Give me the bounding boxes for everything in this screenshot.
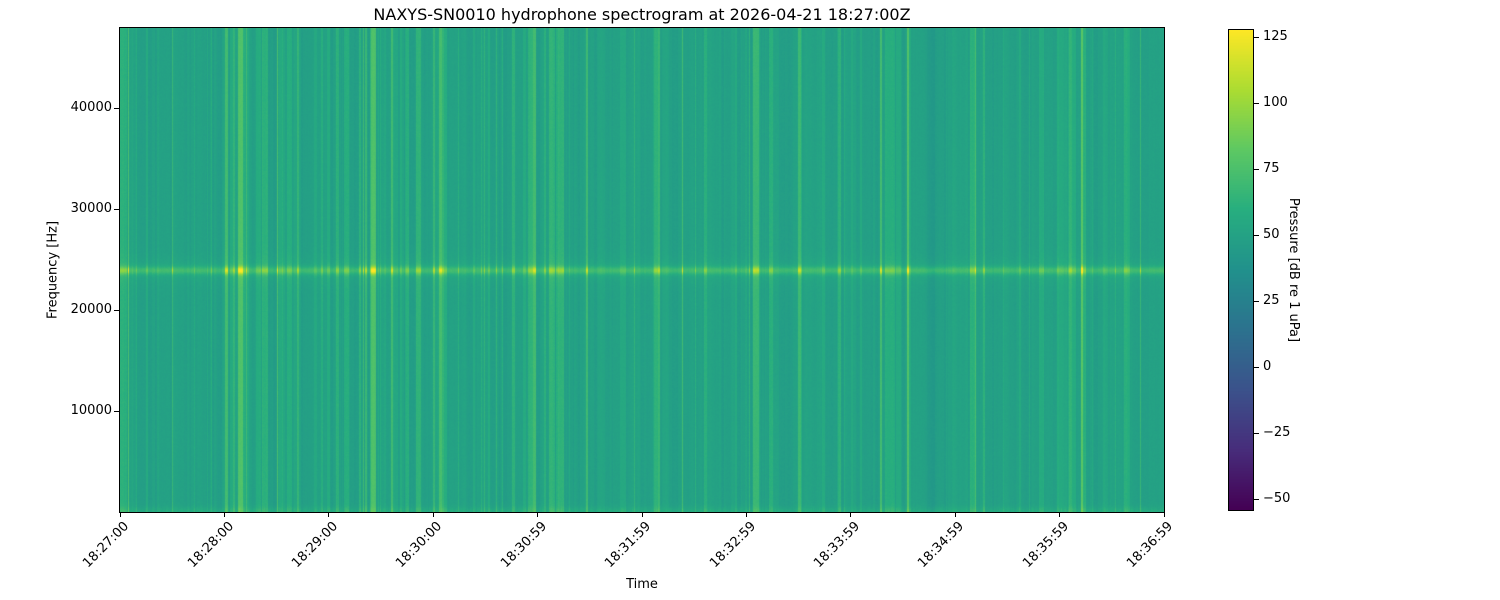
x-tick-mark: [537, 512, 539, 517]
x-tick-label: 18:30:59: [497, 519, 550, 571]
y-tick-mark: [114, 309, 119, 311]
y-tick-mark: [114, 410, 119, 412]
x-axis-label: Time: [626, 577, 658, 592]
colorbar-tick-label: 125: [1263, 29, 1288, 45]
y-tick-mark: [114, 209, 119, 210]
colorbar-label: Pressure [dB re 1 uPa]: [1286, 197, 1301, 343]
colorbar-tick-label: 25: [1263, 293, 1280, 309]
x-tick-mark: [641, 512, 643, 517]
x-tick-mark: [119, 512, 121, 517]
colorbar-tick-mark: [1254, 235, 1259, 237]
x-tick-mark: [1059, 512, 1061, 517]
x-tick-label: 18:31:59: [602, 519, 655, 571]
colorbar-tick-label: −50: [1263, 490, 1291, 506]
x-tick-label: 18:35:59: [1019, 519, 1072, 571]
x-tick-mark: [954, 512, 956, 517]
x-tick-mark: [223, 512, 225, 517]
x-tick-mark: [1163, 512, 1165, 517]
colorbar-tick-mark: [1254, 498, 1259, 500]
colorbar-tick-label: −25: [1263, 425, 1291, 441]
colorbar-tick-mark: [1254, 169, 1259, 171]
colorbar-gradient-canvas: [1229, 30, 1253, 510]
colorbar-tick-label: 100: [1263, 95, 1288, 111]
x-tick-label: 18:33:59: [811, 519, 863, 571]
chart-title: NAXYS-SN0010 hydrophone spectrogram at 2…: [373, 5, 911, 24]
colorbar-tick-label: 75: [1263, 161, 1280, 177]
colorbar-tick-label: 0: [1263, 359, 1272, 375]
y-tick-mark: [114, 108, 119, 110]
colorbar-tick-mark: [1254, 433, 1259, 435]
x-tick-label: 18:34:59: [915, 519, 968, 571]
x-tick-label: 18:32:59: [706, 519, 759, 571]
x-tick-label: 18:30:00: [393, 519, 446, 571]
x-tick-label: 18:28:00: [184, 519, 237, 571]
spectrogram-canvas: [120, 28, 1164, 512]
x-tick-label: 18:27:00: [80, 519, 133, 571]
x-tick-mark: [432, 512, 434, 517]
y-tick-label: 40000: [70, 100, 112, 116]
x-tick-mark: [328, 512, 330, 517]
x-tick-label: 18:36:59: [1124, 519, 1177, 571]
x-tick-mark: [745, 512, 747, 517]
x-tick-label: 18:29:00: [289, 519, 341, 571]
plot-area: [119, 27, 1165, 513]
colorbar: [1228, 29, 1254, 511]
x-tick-mark: [850, 512, 852, 517]
colorbar-tick-mark: [1254, 301, 1259, 303]
colorbar-tick-mark: [1254, 367, 1259, 369]
colorbar-tick-mark: [1254, 37, 1259, 39]
y-tick-label: 10000: [70, 402, 112, 418]
colorbar-tick-label: 50: [1263, 227, 1280, 243]
y-tick-label: 30000: [70, 201, 112, 216]
colorbar-tick-mark: [1254, 103, 1259, 105]
y-tick-label: 20000: [70, 301, 112, 317]
